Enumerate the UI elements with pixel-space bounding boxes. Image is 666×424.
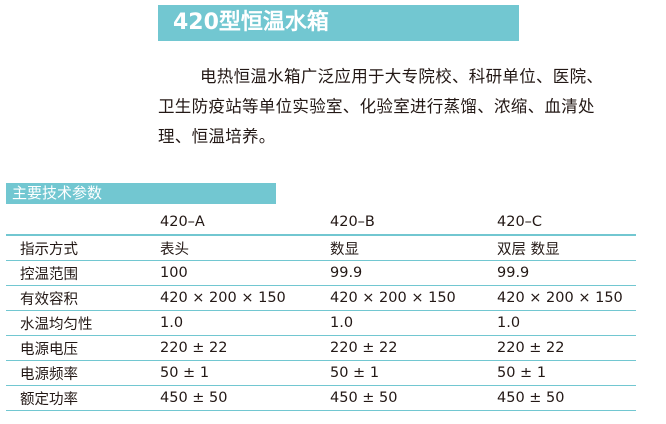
- cell: 420–B: [330, 210, 497, 236]
- cell: 220 ± 22: [160, 335, 330, 361]
- cell: 50 ± 1: [160, 360, 330, 386]
- table-row: 有效容积 420 × 200 × 150 420 × 200 × 150 420 × …: [6, 285, 636, 311]
- cell: 1.0: [160, 310, 330, 336]
- cell: 420 × 200 × 150: [330, 285, 497, 311]
- cell: 420 × 200 × 150: [497, 285, 636, 311]
- cell: 数显: [330, 235, 497, 261]
- spec-table: 420–A 420–B 420–C 指示方式 表头 数显 双层 数显 控温范围 100 99.9 9…: [6, 210, 636, 411]
- cell: 420–C: [497, 210, 636, 236]
- cell: 420 × 200 × 150: [160, 285, 330, 311]
- cell: 99.9: [330, 260, 497, 286]
- cell: 双层 数显: [497, 235, 636, 261]
- cell: 50 ± 1: [330, 360, 497, 386]
- row-label: 电源频率: [6, 360, 160, 386]
- cell: 1.0: [497, 310, 636, 336]
- table-row: 电源电压 220 ± 22 220 ± 22 220 ± 22: [6, 335, 636, 361]
- table-row: 控温范围 100 99.9 99.9: [6, 260, 636, 286]
- cell: 表头: [160, 235, 330, 261]
- table-row: 水温均匀性 1.0 1.0 1.0: [6, 310, 636, 336]
- cell: 220 ± 22: [330, 335, 497, 361]
- row-label: 电源电压: [6, 335, 160, 361]
- page-title: 420型恒温水箱: [158, 5, 519, 41]
- table-row: 额定功率 450 ± 50 450 ± 50 450 ± 50: [6, 385, 636, 411]
- cell: 450 ± 50: [497, 385, 636, 411]
- section-title: 主要技术参数: [6, 183, 276, 204]
- cell: 220 ± 22: [497, 335, 636, 361]
- cell: 450 ± 50: [330, 385, 497, 411]
- row-label: 水温均匀性: [6, 310, 160, 336]
- table-header-row: 420–A 420–B 420–C: [6, 210, 636, 236]
- row-label: 控温范围: [6, 260, 160, 286]
- table-row: 指示方式 表头 数显 双层 数显: [6, 235, 636, 261]
- cell: 420–A: [160, 210, 330, 236]
- cell: 100: [160, 260, 330, 286]
- cell: 99.9: [497, 260, 636, 286]
- cell: 50 ± 1: [497, 360, 636, 386]
- row-label: 额定功率: [6, 385, 160, 411]
- description: 电热恒温水箱广泛应用于大专院校、科研单位、医院、卫生防疫站等单位实验室、化验室进…: [158, 67, 604, 146]
- cell: 1.0: [330, 310, 497, 336]
- row-label: 指示方式: [6, 235, 160, 261]
- cell: 450 ± 50: [160, 385, 330, 411]
- row-label: 有效容积: [6, 285, 160, 311]
- row-label: [6, 210, 160, 236]
- table-row: 电源频率 50 ± 1 50 ± 1 50 ± 1: [6, 360, 636, 386]
